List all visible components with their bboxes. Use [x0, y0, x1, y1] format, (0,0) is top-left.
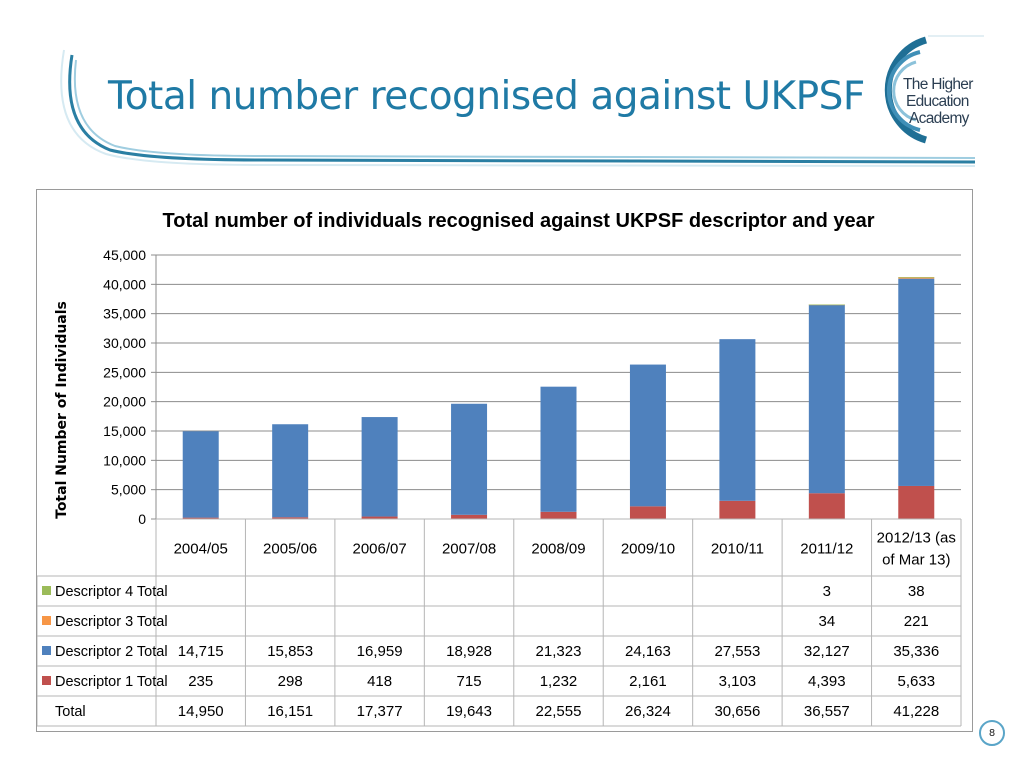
- bar-segment: [540, 386, 577, 512]
- table-cell: 235: [188, 673, 213, 690]
- legend-swatch: [42, 646, 51, 655]
- table-cell: 1,232: [540, 673, 578, 690]
- bar-segment: [182, 431, 219, 518]
- bar-segment: [272, 424, 309, 518]
- chart-title: Total number of individuals recognised a…: [163, 210, 875, 232]
- table-cell: 38: [908, 583, 925, 600]
- slide-title: Total number recognised against UKPSF: [108, 74, 865, 119]
- x-category-label: 2010/11: [711, 541, 764, 558]
- y-tick-label: 20,000: [103, 394, 146, 410]
- bar-segment: [808, 304, 845, 306]
- chart-svg: Total number of individuals recognised a…: [37, 210, 962, 727]
- table-cell: 22,555: [536, 703, 582, 720]
- table-cell: 26,324: [625, 703, 671, 720]
- x-category-label: 2004/05: [174, 541, 228, 558]
- y-tick-label: 10,000: [103, 452, 146, 468]
- bar-segment: [182, 517, 219, 519]
- table-cell: 3,103: [719, 673, 757, 690]
- logo-line: Education: [906, 93, 969, 110]
- x-category-label: 2011/12: [800, 541, 853, 558]
- legend-label: Descriptor 2 Total: [55, 644, 168, 660]
- table-cell: 5,633: [898, 673, 936, 690]
- legend-label: Descriptor 4 Total: [55, 584, 168, 600]
- x-category-label: 2005/06: [263, 541, 317, 558]
- table-cell: 298: [278, 673, 303, 690]
- table-cell: 715: [457, 673, 482, 690]
- y-tick-label: 0: [138, 511, 146, 527]
- legend-label: Descriptor 1 Total: [55, 674, 168, 690]
- table-total-label: Total: [55, 704, 86, 720]
- y-tick-label: 30,000: [103, 335, 146, 351]
- table-cell: 21,323: [536, 643, 582, 660]
- bar-segment: [898, 277, 935, 278]
- y-tick-label: 45,000: [103, 247, 146, 263]
- table-cell: 19,643: [446, 703, 492, 720]
- table-cell: 16,959: [357, 643, 403, 660]
- hea-logo-icon: [884, 35, 984, 144]
- y-tick-label: 15,000: [103, 423, 146, 439]
- table-cell: 221: [904, 613, 929, 630]
- table-cell: 35,336: [893, 643, 939, 660]
- bar-segment: [808, 304, 845, 494]
- chart-panel: Total number of individuals recognised a…: [36, 189, 973, 732]
- table-cell: 24,163: [625, 643, 671, 660]
- table-cell: 4,393: [808, 673, 846, 690]
- y-tick-label: 5,000: [111, 482, 146, 498]
- table-cell: 32,127: [804, 643, 850, 660]
- logo-line: Academy: [909, 110, 969, 127]
- bar-segment: [898, 485, 935, 519]
- table-cell: 30,656: [714, 703, 760, 720]
- legend-swatch: [42, 586, 51, 595]
- x-category-label: 2008/09: [531, 541, 585, 558]
- x-category-label: 2006/07: [352, 541, 406, 558]
- y-tick-label: 35,000: [103, 306, 146, 322]
- legend-label: Descriptor 3 Total: [55, 614, 168, 630]
- table-cell: 27,553: [714, 643, 760, 660]
- table-cell: 418: [367, 673, 392, 690]
- bar-segment: [451, 514, 488, 519]
- bar-segment: [808, 493, 845, 519]
- table-cell: 36,557: [804, 703, 850, 720]
- table-cell: 3: [823, 583, 831, 600]
- title-swoosh-decoration: [60, 49, 976, 167]
- table-cell: 41,228: [893, 703, 939, 720]
- bar-segment: [361, 417, 398, 517]
- table-cell: 15,853: [267, 643, 313, 660]
- bar-segment: [898, 278, 935, 486]
- y-axis-label: Total Number of Individuals: [54, 301, 70, 519]
- y-tick-label: 25,000: [103, 364, 146, 380]
- y-tick-label: 40,000: [103, 276, 146, 292]
- table-cell: 17,377: [357, 703, 403, 720]
- logo-line: The Higher: [903, 76, 973, 93]
- bar-segment: [719, 500, 756, 519]
- hea-logo-text: The Higher Education Academy: [903, 76, 973, 127]
- table-cell: 14,950: [178, 703, 224, 720]
- table-cell: 2,161: [629, 673, 667, 690]
- table-cell: 34: [818, 613, 835, 630]
- x-category-label: of Mar 13): [882, 552, 950, 569]
- legend-swatch: [42, 616, 51, 625]
- bar-segment: [629, 506, 666, 519]
- x-category-label: 2012/13 (as: [877, 530, 956, 547]
- page-number: 8: [979, 720, 1005, 746]
- bar-segment: [361, 516, 398, 519]
- table-cell: 16,151: [267, 703, 313, 720]
- bar-segment: [540, 511, 577, 519]
- bar-segment: [272, 517, 309, 519]
- bar-segment: [719, 339, 756, 501]
- bar-segment: [898, 277, 935, 279]
- bar-segment: [451, 403, 488, 515]
- table-cell: 18,928: [446, 643, 492, 660]
- legend-swatch: [42, 676, 51, 685]
- x-category-label: 2009/10: [621, 541, 675, 558]
- table-cell: 14,715: [178, 643, 224, 660]
- bar-segment: [629, 364, 666, 507]
- x-category-label: 2007/08: [442, 541, 496, 558]
